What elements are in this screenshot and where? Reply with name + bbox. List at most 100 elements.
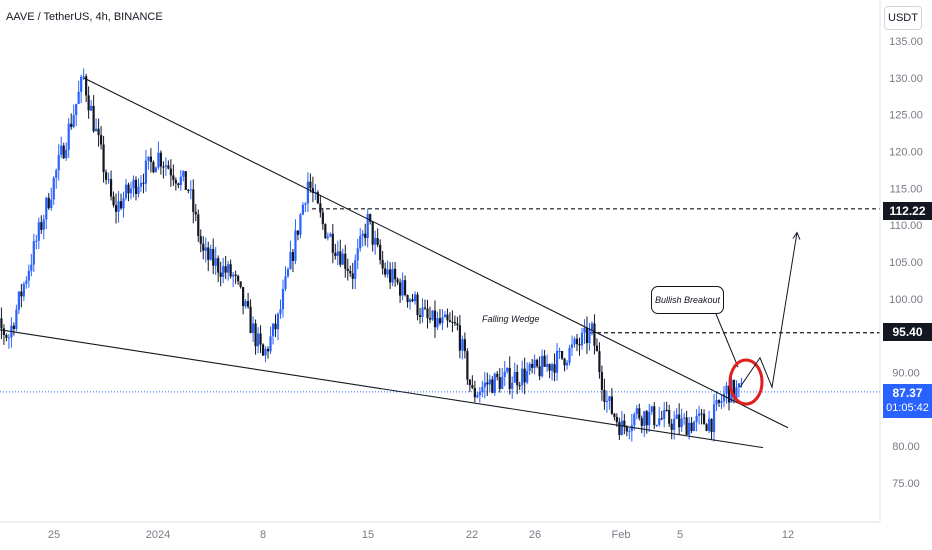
- candle-body: [697, 413, 701, 416]
- candle-body: [431, 310, 434, 320]
- y-tick-label: 105.00: [889, 257, 923, 269]
- candle-body: [381, 259, 384, 269]
- candle-body: [374, 238, 377, 245]
- candle-body: [543, 355, 546, 367]
- candle-body: [630, 425, 633, 432]
- candle-body: [184, 171, 187, 190]
- x-tick-label: 15: [362, 529, 374, 541]
- candle-body: [169, 168, 172, 176]
- candle-body: [351, 273, 354, 279]
- candle-body: [30, 264, 33, 271]
- candle-body: [486, 382, 489, 385]
- candle-body: [142, 182, 145, 184]
- wedge-upper-line: [83, 77, 789, 429]
- candle-body: [555, 351, 559, 373]
- candle-body: [546, 364, 549, 367]
- candle-body: [528, 363, 531, 371]
- candle-body: [67, 123, 70, 150]
- candle-body: [222, 266, 225, 277]
- candle-body: [274, 323, 277, 330]
- candle-body: [595, 345, 599, 352]
- level-badge-high: 112.22: [883, 202, 932, 220]
- candle-body: [433, 310, 437, 328]
- candle-body: [259, 333, 262, 345]
- candle-body: [491, 379, 494, 393]
- candle-body: [316, 192, 319, 204]
- candle-body: [473, 387, 476, 398]
- candle-body: [590, 323, 594, 330]
- candle-body: [725, 385, 728, 394]
- candle-body: [423, 307, 427, 309]
- level-badge-mid: 95.40: [883, 323, 932, 341]
- candle-body: [538, 366, 541, 377]
- y-tick-label: 135.00: [889, 36, 923, 48]
- candle-body: [481, 387, 484, 393]
- candle-body: [663, 409, 666, 419]
- candle-body: [645, 411, 648, 426]
- candle-body: [15, 309, 18, 329]
- candle-body: [371, 221, 374, 245]
- candle-body: [643, 411, 646, 426]
- candle-body: [97, 128, 100, 136]
- candle-body: [710, 418, 713, 433]
- last-price-value: 87.37: [892, 386, 923, 400]
- candle-body: [202, 243, 205, 251]
- candle-body: [386, 269, 389, 275]
- candle-body: [683, 417, 686, 419]
- candle-body: [613, 413, 616, 417]
- candle-body: [80, 76, 83, 92]
- candle-body: [35, 240, 38, 242]
- candle-body: [660, 418, 663, 420]
- candle-body: [403, 280, 407, 296]
- candle-body: [204, 247, 207, 251]
- candle-body: [673, 418, 676, 430]
- candle-body: [406, 295, 409, 303]
- candle-body: [364, 233, 367, 239]
- candle-body: [244, 301, 247, 307]
- candle-body: [319, 203, 322, 213]
- candle-body: [179, 176, 182, 186]
- candle-body: [109, 179, 113, 197]
- candle-body: [648, 411, 651, 426]
- candle-body: [224, 266, 227, 273]
- candle-body: [658, 418, 661, 425]
- candle-body: [458, 325, 461, 351]
- x-tick-label: 12: [782, 529, 794, 541]
- candle-body: [251, 323, 255, 334]
- candle-body: [192, 189, 195, 212]
- candle-body: [603, 389, 606, 402]
- candle-body: [107, 179, 110, 181]
- candle-body: [573, 338, 576, 345]
- candle-body: [326, 236, 329, 239]
- x-tick-label: 25: [48, 529, 60, 541]
- candle-body: [518, 385, 521, 387]
- candle-body: [309, 181, 312, 189]
- candle-body: [269, 336, 272, 352]
- candle-body: [478, 392, 481, 396]
- candle-body: [693, 421, 696, 431]
- candle-body: [27, 270, 30, 281]
- y-tick-label: 75.00: [892, 478, 920, 490]
- candle-body: [625, 426, 628, 432]
- x-tick-label: 26: [529, 529, 541, 541]
- candle-body: [229, 264, 232, 277]
- candle-body: [737, 383, 741, 388]
- candle-body: [531, 363, 534, 368]
- candle-body: [588, 329, 591, 344]
- candle-body: [212, 248, 215, 266]
- y-tick-label: 130.00: [889, 73, 923, 85]
- candle-body: [700, 413, 703, 415]
- candle-body: [85, 76, 88, 96]
- candle-body: [0, 318, 3, 329]
- y-tick-label: 90.00: [892, 368, 920, 380]
- candle-body: [279, 309, 282, 314]
- wedge-lower-line: [0, 329, 764, 449]
- candle-body: [227, 264, 230, 273]
- candle-body: [580, 332, 584, 346]
- candle-body: [334, 252, 337, 256]
- candle-body: [635, 408, 638, 415]
- candle-body: [159, 152, 162, 167]
- candle-body: [167, 165, 170, 169]
- currency-button[interactable]: USDT: [884, 6, 922, 30]
